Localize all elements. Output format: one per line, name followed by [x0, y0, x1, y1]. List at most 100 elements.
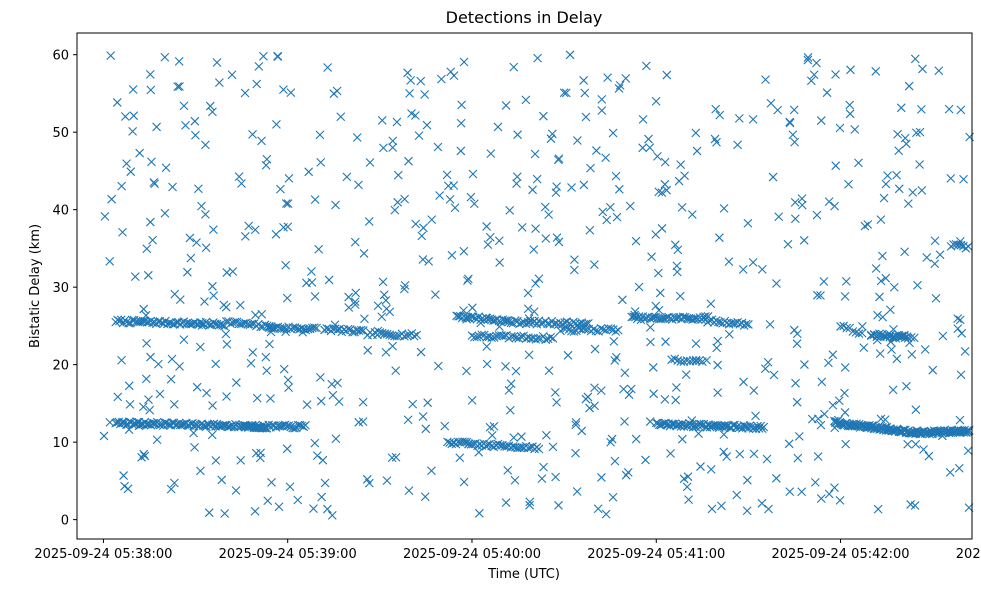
data-point [137, 452, 146, 462]
data-point [161, 163, 171, 173]
data-point [302, 278, 311, 288]
data-point [554, 500, 563, 510]
data-point [857, 322, 867, 331]
data-point [393, 170, 403, 180]
data-point [957, 328, 967, 338]
data-point [336, 112, 346, 122]
data-point [331, 200, 340, 210]
x-tick-label: 2025-09-24 05:42:00 [772, 547, 910, 562]
data-point [499, 331, 509, 341]
data-point [765, 320, 775, 329]
data-point [630, 307, 640, 316]
data-point [539, 462, 548, 472]
data-point [722, 452, 732, 462]
data-point [585, 225, 595, 235]
data-point [772, 279, 781, 288]
data-point [153, 359, 163, 369]
data-point [702, 355, 712, 365]
data-point [561, 88, 571, 98]
data-point [915, 127, 925, 137]
data-point [713, 388, 723, 397]
data-point [619, 384, 628, 394]
data-point [185, 233, 195, 243]
data-point [631, 236, 641, 246]
data-point [485, 232, 495, 242]
data-point [651, 96, 661, 106]
data-point [822, 88, 832, 98]
data-point [312, 451, 322, 460]
y-tick-label: 50 [52, 126, 69, 141]
data-point [354, 326, 364, 335]
data-point [660, 394, 670, 404]
data-point [810, 478, 820, 487]
data-point [142, 244, 152, 254]
data-point [687, 210, 697, 219]
data-point [848, 327, 858, 336]
data-point [534, 444, 544, 454]
data-point [283, 199, 293, 208]
data-point [666, 449, 675, 458]
data-point [713, 360, 723, 370]
data-point [175, 82, 184, 91]
data-point [850, 125, 860, 134]
data-point [756, 421, 766, 431]
data-point [197, 201, 206, 211]
data-point [301, 420, 310, 430]
data-point [649, 312, 659, 322]
data-point [601, 153, 611, 163]
data-point [607, 434, 617, 444]
data-point [316, 372, 325, 382]
data-point [455, 437, 465, 447]
data-point [328, 390, 338, 400]
data-point [813, 290, 822, 300]
data-point [474, 508, 484, 518]
data-point [120, 112, 130, 121]
data-point [744, 320, 753, 329]
data-point [474, 447, 484, 457]
data-point [382, 329, 392, 339]
data-point [330, 320, 340, 330]
data-point [501, 316, 511, 326]
data-point [662, 185, 672, 195]
data-point [160, 52, 170, 62]
data-point [181, 121, 190, 130]
data-point [267, 478, 276, 487]
data-point [174, 57, 184, 66]
data-point [672, 383, 681, 392]
data-point [440, 421, 450, 431]
data-point [904, 81, 914, 91]
data-point [350, 237, 360, 247]
data-point [687, 416, 697, 425]
data-point [404, 156, 413, 166]
data-point [491, 440, 501, 450]
data-point [762, 454, 772, 464]
data-point [889, 332, 899, 342]
data-point [348, 327, 357, 337]
data-point [423, 398, 433, 408]
data-point [379, 290, 389, 300]
data-point [676, 160, 686, 169]
y-tick-label: 0 [61, 514, 69, 529]
data-point [128, 126, 138, 136]
data-point [734, 113, 744, 123]
data-point [327, 511, 337, 520]
data-point [467, 331, 477, 341]
data-point [510, 475, 520, 485]
data-point [314, 244, 324, 254]
data-point [654, 187, 664, 197]
data-point [464, 439, 473, 449]
data-point [840, 408, 850, 417]
data-point [938, 331, 948, 341]
data-point [363, 345, 373, 355]
data-point [167, 354, 177, 364]
data-point [790, 137, 800, 147]
data-point [773, 105, 783, 115]
data-point [621, 74, 631, 83]
data-point [816, 116, 826, 125]
data-point [649, 389, 659, 399]
data-point [393, 197, 403, 207]
data-point [388, 143, 398, 152]
data-point [168, 182, 177, 192]
data-point [234, 172, 244, 181]
data-point [878, 251, 887, 261]
